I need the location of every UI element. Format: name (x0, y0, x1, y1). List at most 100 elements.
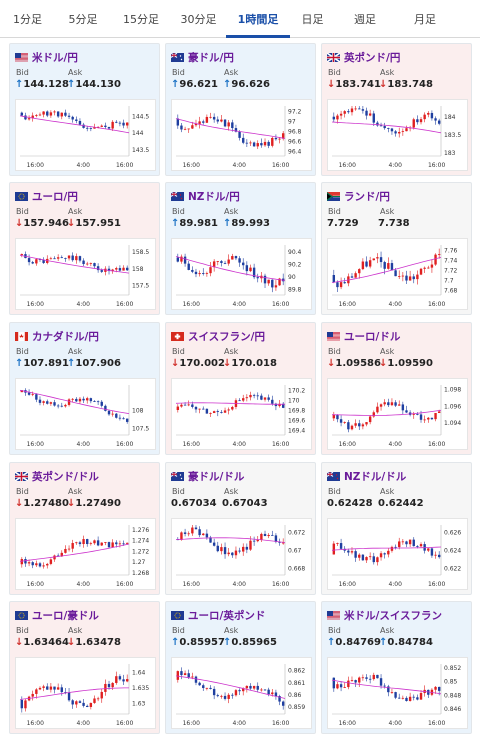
rate-card-aud-jpy[interactable]: 豪ドル/円 Bid Ask ↑96.621 ↑96.626 97.2 97 96.8 96.6 9… (165, 43, 316, 176)
pair-title[interactable]: ランド/円 (327, 189, 390, 203)
pair-name[interactable]: ユーロ/円 (32, 191, 78, 203)
pair-name[interactable]: ユーロ/ドル (344, 331, 401, 343)
pair-title[interactable]: NZドル/ドル (327, 469, 406, 483)
candlestick-chart[interactable]: 90.4 90.2 90 89.8 16:00 4:00 16:00 (171, 238, 312, 310)
candlestick-chart[interactable]: 184 183.5 183 16:00 4:00 16:00 (327, 99, 468, 171)
chart-svg: 0.672 0.67 0.668 16:00 4:00 16:00 (175, 525, 305, 588)
rate-card-cad-jpy[interactable]: カナダドル/円 Bid Ask ↑107.891 ↑107.906 108 107.5 16:… (9, 322, 160, 455)
pair-name[interactable]: 豪ドル/ドル (188, 471, 245, 483)
candlestick-chart[interactable]: 108 107.5 16:00 4:00 16:00 (15, 378, 156, 450)
rate-card-usd-chf[interactable]: 米ドル/スイスフラン Bid Ask ↑0.84769 ↑0.84784 0.852 0.8… (321, 601, 472, 734)
rate-card-usd-jpy[interactable]: 米ドル/円 Bid Ask ↑144.128 ↑144.130 144.5 144 143.5… (9, 43, 160, 176)
tab-6[interactable]: 日足 (301, 13, 324, 26)
candle (260, 533, 263, 540)
tab-8[interactable]: 月足 (414, 13, 436, 26)
candle (46, 563, 49, 566)
candle (223, 695, 227, 699)
candle (372, 113, 375, 123)
pair-name[interactable]: NZドル/円 (188, 191, 240, 203)
pair-title[interactable]: ユーロ/豪ドル (15, 608, 99, 622)
candle (271, 534, 274, 536)
pair-title[interactable]: スイスフラン/円 (171, 329, 265, 343)
pair-name[interactable]: NZドル/ドル (344, 471, 407, 483)
y-tick-label: 0.67 (288, 548, 302, 555)
tab-3[interactable]: 15分足 (123, 13, 159, 26)
pair-name[interactable]: 英ポンド/円 (344, 52, 401, 64)
candle (56, 257, 60, 259)
pair-title[interactable]: ユーロ/英ポンド (171, 608, 265, 622)
candlestick-chart[interactable]: 0.672 0.67 0.668 16:00 4:00 16:00 (171, 518, 312, 590)
candle (336, 684, 339, 689)
candlestick-chart[interactable]: 158.5 158 157.5 16:00 4:00 16:00 (15, 238, 156, 310)
rate-card-gbp-jpy[interactable]: 英ポンド/円 Bid Ask ↓183.741 ↓183.748 184 183.5 183 1… (321, 43, 472, 176)
candlestick-chart[interactable]: 170.2 170 169.8 169.6 169.4 16:00 4:00 16:00 (171, 378, 312, 450)
candle (198, 682, 201, 686)
pair-name[interactable]: 米ドル/スイスフラン (344, 610, 443, 622)
candle (56, 555, 60, 557)
tab-2[interactable]: 5分足 (68, 13, 98, 26)
tab-4[interactable]: 30分足 (180, 13, 217, 26)
pair-name[interactable]: ユーロ/英ポンド (188, 610, 266, 622)
bid-label: Bid (328, 347, 341, 356)
candle (379, 404, 383, 407)
moving-average-line (175, 537, 286, 543)
pair-title[interactable]: 米ドル/円 (15, 50, 78, 64)
ask-value: ↓170.018 (223, 358, 277, 369)
candle (394, 546, 397, 548)
pair-title[interactable]: ユーロ/ドル (327, 329, 400, 343)
tab-7[interactable]: 週足 (354, 13, 376, 26)
candle (86, 398, 89, 401)
pair-name[interactable]: カナダドル/円 (32, 331, 99, 343)
candle (339, 419, 343, 423)
candle (408, 276, 412, 281)
candle (267, 689, 270, 695)
pair-title[interactable]: 豪ドル/ドル (171, 469, 244, 483)
candle (267, 141, 270, 146)
x-tick-label: 16:00 (116, 162, 133, 169)
candle (343, 687, 346, 688)
candlestick-chart[interactable]: 1.098 1.096 1.094 16:00 4:00 16:00 (327, 378, 468, 450)
pair-title[interactable]: ユーロ/円 (15, 189, 78, 203)
candlestick-chart[interactable]: 1.276 1.274 1.272 1.27 1.268 16:00 4:00 16:00 (15, 518, 156, 590)
pair-name[interactable]: 米ドル/円 (32, 52, 78, 64)
candlestick-chart[interactable]: 0.626 0.624 0.622 16:00 4:00 16:00 (327, 518, 468, 590)
pair-name[interactable]: ユーロ/豪ドル (32, 610, 99, 622)
rate-card-eur-gbp[interactable]: ユーロ/英ポンド Bid Ask ↑0.85957 ↑0.85965 0.862 0.861… (165, 601, 316, 734)
candle (271, 137, 274, 146)
candlestick-chart[interactable]: 1.64 1.635 1.63 16:00 4:00 16:00 (15, 657, 156, 729)
candle (122, 679, 125, 682)
pair-title[interactable]: 英ポンド/円 (327, 50, 400, 64)
candle (405, 541, 408, 545)
rate-card-eur-usd[interactable]: ユーロ/ドル Bid Ask ↓1.09586 ↓1.09590 1.098 1.096 1.… (321, 322, 472, 455)
candle (223, 547, 227, 555)
candlestick-chart[interactable]: 7.76 7.74 7.72 7.7 7.68 16:00 4:00 16:00 (327, 238, 468, 310)
candlestick-chart[interactable]: 0.862 0.861 0.86 0.859 16:00 4:00 16:00 (171, 657, 312, 729)
trend-arrow-icon: ↓ (171, 358, 180, 369)
tab-1[interactable]: 1分足 (13, 13, 42, 26)
rate-card-eur-jpy[interactable]: ユーロ/円 Bid Ask ↓157.946 ↓157.951 158.5 158 157.5… (9, 182, 160, 315)
rate-card-nzd-jpy[interactable]: NZドル/円 Bid Ask ↑89.981 ↑89.993 90.4 90.2 90 89.8… (165, 182, 316, 315)
rate-card-chf-jpy[interactable]: スイスフラン/円 Bid Ask ↓170.002 ↓170.018 170.2 170 16… (165, 322, 316, 455)
pair-title[interactable]: 米ドル/スイスフラン (327, 608, 442, 622)
candle (256, 395, 259, 397)
candle (281, 542, 285, 544)
tab-5[interactable]: 1時間足 (226, 0, 290, 38)
pair-title[interactable]: 英ポンド/ドル (15, 469, 99, 483)
candle (368, 113, 372, 116)
rate-card-eur-aud[interactable]: ユーロ/豪ドル Bid Ask ↓1.63464 ↓1.63478 1.64 1.635 1.… (9, 601, 160, 734)
candlestick-chart[interactable]: 144.5 144 143.5 16:00 4:00 16:00 (15, 99, 156, 171)
rate-card-zar-jpy[interactable]: ランド/円 Bid Ask 7.729 7.738 7.76 7.74 7.72 7.7 7.68… (321, 182, 472, 315)
candlestick-chart[interactable]: 0.852 0.85 0.848 0.846 16:00 4:00 16:00 (327, 657, 468, 729)
pair-name[interactable]: ランド/円 (344, 191, 390, 203)
pair-title[interactable]: NZドル/円 (171, 189, 240, 203)
pair-name[interactable]: 英ポンド/ドル (32, 471, 99, 483)
pair-title[interactable]: カナダドル/円 (15, 329, 99, 343)
rate-card-gbp-usd[interactable]: 英ポンド/ドル Bid Ask ↓1.27480 ↓1.27490 1.276 1.274 1… (9, 462, 160, 595)
rate-card-nzd-usd[interactable]: NZドル/ドル Bid Ask 0.62428 0.62442 0.626 0.624 0.6… (321, 462, 472, 595)
pair-name[interactable]: スイスフラン/円 (188, 331, 266, 343)
x-tick-label: 16:00 (272, 441, 289, 448)
rate-card-aud-usd[interactable]: 豪ドル/ドル Bid Ask 0.67034 0.67043 0.672 0.67 0.668… (165, 462, 316, 595)
pair-title[interactable]: 豪ドル/円 (171, 50, 234, 64)
candlestick-chart[interactable]: 97.2 97 96.8 96.6 96.4 16:00 4:00 16:00 (171, 99, 312, 171)
pair-name[interactable]: 豪ドル/円 (188, 52, 234, 64)
